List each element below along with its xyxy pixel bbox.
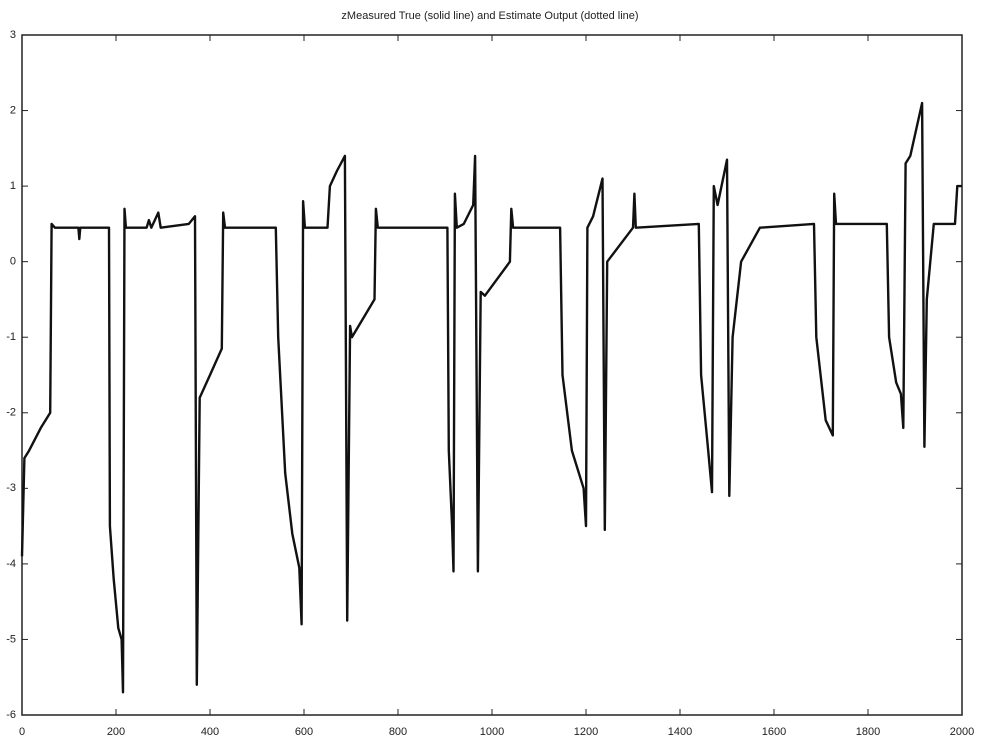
chart-title: zMeasured True (solid line) and Estimate… <box>341 10 638 22</box>
y-tick-label: -4 <box>6 558 16 570</box>
y-tick-label: 0 <box>10 256 16 268</box>
data-line <box>20 101 962 694</box>
y-tick-label: -2 <box>6 407 16 419</box>
x-tick-label: 1400 <box>668 726 692 738</box>
x-tick-label: 1200 <box>574 726 598 738</box>
y-tick-label: -1 <box>6 331 16 343</box>
x-tick-label: 0 <box>19 726 25 738</box>
y-tick-label: 2 <box>10 104 16 116</box>
x-tick-label: 1000 <box>480 726 504 738</box>
x-tick-label: 1600 <box>762 726 786 738</box>
x-tick-label: 200 <box>107 726 125 738</box>
x-tick-label: 1800 <box>856 726 880 738</box>
x-tick-label: 600 <box>295 726 313 738</box>
y-tick-label: 3 <box>10 29 16 41</box>
y-tick-label: -6 <box>6 709 16 721</box>
x-tick-label: 800 <box>389 726 407 738</box>
y-tick-label: 1 <box>10 180 16 192</box>
y-tick-label: -3 <box>6 482 16 494</box>
y-tick-label: -5 <box>6 633 16 645</box>
x-tick-label: 2000 <box>950 726 974 738</box>
x-tick-label: 400 <box>201 726 219 738</box>
